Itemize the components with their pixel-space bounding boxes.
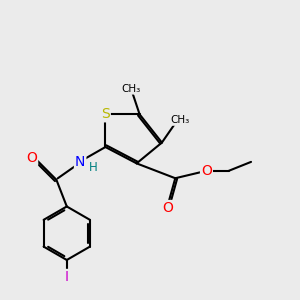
Text: O: O [26, 151, 37, 165]
Text: N: N [75, 155, 85, 169]
Text: O: O [201, 164, 212, 178]
Text: CH₃: CH₃ [170, 115, 189, 125]
Text: O: O [162, 201, 173, 215]
Text: CH₃: CH₃ [121, 84, 140, 94]
Text: S: S [101, 107, 110, 121]
Text: I: I [65, 270, 69, 284]
Text: H: H [88, 161, 97, 174]
